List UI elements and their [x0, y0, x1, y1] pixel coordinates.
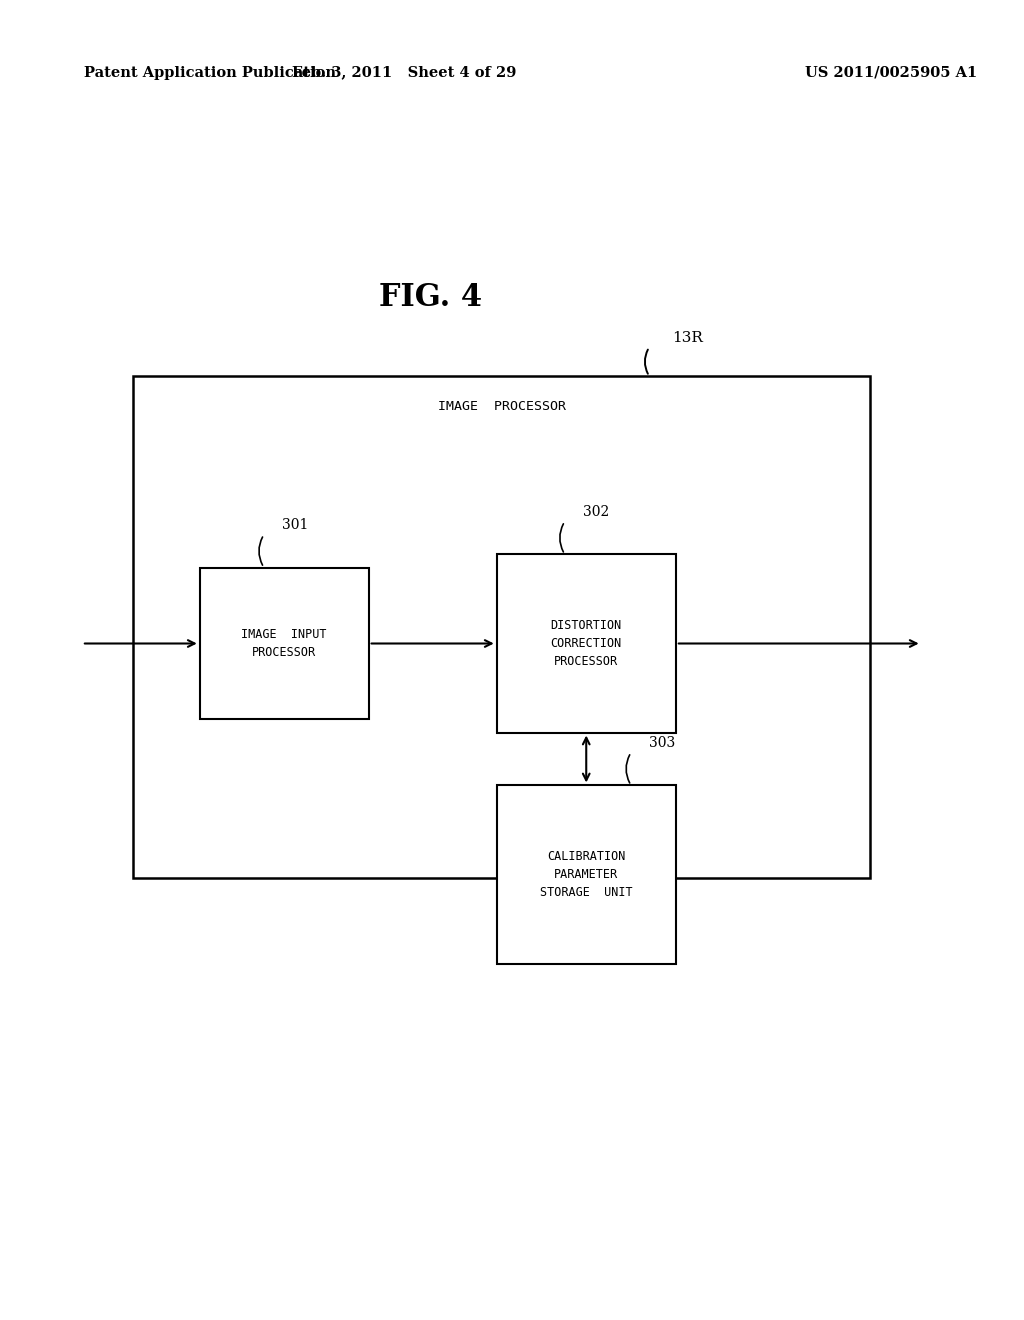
Text: 13R: 13R	[672, 330, 702, 345]
Bar	[497, 785, 676, 964]
Bar	[497, 554, 676, 733]
Text: Patent Application Publication: Patent Application Publication	[84, 66, 336, 79]
Text: Feb. 3, 2011   Sheet 4 of 29: Feb. 3, 2011 Sheet 4 of 29	[292, 66, 517, 79]
Text: US 2011/0025905 A1: US 2011/0025905 A1	[805, 66, 977, 79]
Text: CALIBRATION
PARAMETER
STORAGE  UNIT: CALIBRATION PARAMETER STORAGE UNIT	[540, 850, 633, 899]
Text: FIG. 4: FIG. 4	[379, 281, 481, 313]
Text: 303: 303	[649, 735, 676, 750]
Text: DISTORTION
CORRECTION
PROCESSOR: DISTORTION CORRECTION PROCESSOR	[551, 619, 622, 668]
Text: IMAGE  INPUT
PROCESSOR: IMAGE INPUT PROCESSOR	[242, 628, 327, 659]
Bar	[200, 568, 369, 719]
Text: IMAGE  PROCESSOR: IMAGE PROCESSOR	[438, 400, 565, 413]
Text: 301: 301	[283, 517, 308, 532]
Bar	[133, 376, 870, 878]
Text: 302: 302	[584, 504, 609, 519]
